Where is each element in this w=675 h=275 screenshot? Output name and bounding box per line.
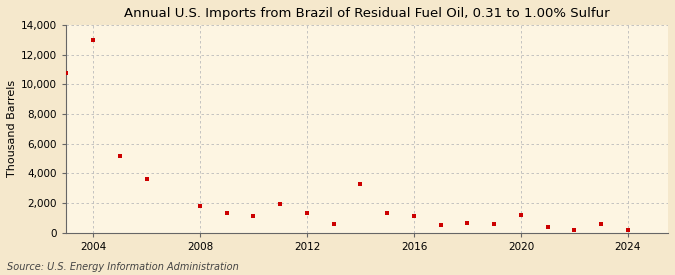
Point (435, 223, 446, 227)
Point (569, 227, 580, 232)
Point (88, 38, 99, 42)
Point (596, 221, 607, 226)
Point (221, 211, 232, 216)
Point (516, 213, 526, 217)
Text: Source: U.S. Energy Information Administration: Source: U.S. Energy Information Administ… (7, 262, 238, 272)
Point (302, 211, 313, 216)
Title: Annual U.S. Imports from Brazil of Residual Fuel Oil, 0.31 to 1.00% Sulfur: Annual U.S. Imports from Brazil of Resid… (124, 7, 610, 20)
Point (382, 211, 393, 216)
Point (462, 221, 473, 225)
Point (622, 227, 633, 232)
Point (275, 202, 286, 207)
Point (355, 182, 366, 186)
Point (61, 70, 72, 75)
Point (489, 221, 500, 226)
Point (248, 214, 259, 218)
Point (542, 225, 553, 230)
Point (328, 221, 339, 226)
Y-axis label: Thousand Barrels: Thousand Barrels (7, 80, 17, 177)
Point (194, 204, 205, 208)
Point (141, 177, 152, 182)
Point (408, 214, 419, 218)
Point (114, 153, 125, 158)
